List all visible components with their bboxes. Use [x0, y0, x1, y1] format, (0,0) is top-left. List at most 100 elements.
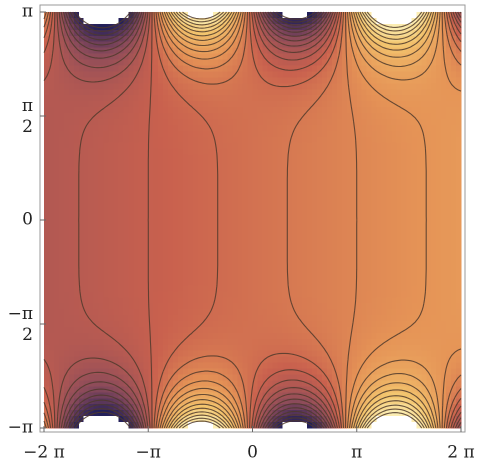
contour-cell — [148, 166, 154, 174]
contour-cell — [168, 315, 174, 322]
contour-cell — [63, 303, 70, 310]
contour-cell — [366, 47, 373, 55]
contour-cell — [68, 386, 75, 393]
contour-cell — [143, 118, 149, 126]
contour-cell — [187, 392, 194, 399]
contour-cell — [143, 113, 149, 120]
contour-cell — [326, 160, 333, 168]
contour-cell — [232, 380, 239, 387]
contour-cell — [341, 255, 348, 263]
contour-cell — [222, 380, 229, 387]
contour-cell — [356, 231, 363, 239]
contour-cell — [326, 220, 333, 227]
contour-cell — [257, 65, 264, 73]
contour-cell — [73, 208, 80, 215]
contour-cell — [267, 65, 273, 73]
contour-cell — [297, 398, 303, 405]
contour-cell — [336, 249, 343, 257]
contour-cell — [73, 190, 80, 197]
contour-cell — [202, 255, 209, 263]
contour-cell — [366, 225, 373, 233]
contour-cell — [396, 17, 403, 25]
contour-cell — [391, 273, 398, 281]
contour-cell — [173, 362, 179, 370]
contour-cell — [63, 356, 70, 364]
contour-cell — [183, 261, 189, 269]
contour-cell — [58, 309, 65, 316]
contour-cell — [287, 368, 293, 376]
contour-cell — [73, 160, 80, 168]
contour-cell — [113, 362, 120, 370]
contour-cell — [292, 202, 298, 209]
contour-cell — [331, 231, 338, 239]
contour-cell — [153, 95, 159, 102]
contour-cell — [88, 71, 95, 78]
contour-cell — [93, 404, 100, 411]
contour-cell — [282, 154, 288, 162]
contour-cell — [257, 356, 264, 364]
contour-cell — [391, 368, 398, 376]
contour-cell — [133, 261, 139, 269]
contour-cell — [232, 184, 239, 191]
contour-cell — [307, 338, 313, 346]
contour-cell — [307, 190, 313, 197]
contour-cell — [183, 309, 189, 316]
contour-cell — [351, 166, 358, 174]
contour-cell — [53, 41, 60, 49]
contour-cell — [287, 148, 293, 156]
contour-cell — [302, 303, 308, 310]
contour-cell — [178, 184, 184, 191]
contour-cell — [366, 29, 373, 37]
contour-cell — [312, 255, 318, 263]
contour-cell — [108, 225, 115, 233]
contour-cell — [227, 338, 234, 346]
contour-cell — [83, 154, 90, 162]
contour-cell — [386, 416, 393, 423]
contour-cell — [168, 255, 174, 263]
contour-cell — [202, 249, 209, 257]
contour-cell — [103, 95, 110, 102]
contour-cell — [262, 279, 268, 286]
contour-cell — [356, 422, 363, 429]
contour-cell — [133, 41, 139, 49]
contour-cell — [73, 59, 80, 67]
contour-cell — [381, 362, 388, 370]
contour-cell — [108, 124, 115, 132]
contour-cell — [158, 321, 164, 328]
contour-cell — [168, 344, 174, 352]
contour-cell — [202, 321, 209, 328]
contour-cell — [222, 107, 229, 114]
contour-cell — [371, 344, 378, 352]
contour-cell — [78, 315, 85, 322]
contour-cell — [128, 166, 134, 174]
contour-cell — [376, 77, 383, 84]
contour-cell — [207, 279, 214, 286]
contour-cell — [351, 154, 358, 162]
contour-cell — [386, 231, 393, 239]
contour-cell — [202, 416, 209, 423]
contour-cell — [187, 297, 194, 304]
contour-cell — [277, 95, 283, 102]
contour-cell — [44, 196, 50, 203]
contour-cell — [197, 362, 204, 370]
contour-cell — [108, 160, 115, 168]
contour-cell — [326, 142, 333, 150]
contour-cell — [247, 202, 254, 209]
contour-cell — [118, 350, 125, 358]
contour-cell — [351, 374, 358, 382]
contour-cell — [143, 356, 149, 364]
contour-cell — [44, 231, 50, 239]
contour-cell — [113, 416, 120, 423]
contour-cell — [267, 368, 273, 376]
contour-cell — [148, 196, 154, 203]
contour-cell — [391, 154, 398, 162]
contour-cell — [366, 214, 373, 221]
contour-cell — [73, 279, 80, 286]
contour-cell — [376, 71, 383, 78]
contour-cell — [63, 273, 70, 281]
contour-cell — [227, 416, 234, 423]
contour-cell — [183, 392, 189, 399]
contour-cell — [242, 172, 249, 179]
contour-cell — [202, 160, 209, 168]
contour-cell — [336, 291, 343, 298]
